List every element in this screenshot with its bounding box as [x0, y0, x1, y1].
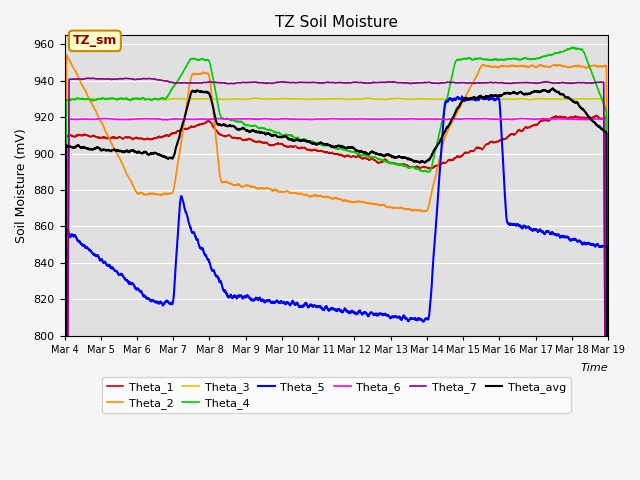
- Theta_2: [155, 192, 163, 197]
- Theta_7: [594, 79, 602, 85]
- Theta_6: [269, 116, 277, 122]
- Theta_avg: [123, 148, 131, 154]
- Theta_5: [123, 277, 131, 283]
- Text: Time: Time: [580, 363, 608, 372]
- Theta_7: [535, 80, 543, 86]
- Theta_2: [535, 62, 543, 68]
- Theta_6: [155, 116, 163, 122]
- Theta_avg: [594, 123, 602, 129]
- Theta_1: [123, 134, 131, 140]
- Theta_3: [123, 96, 131, 102]
- Theta_5: [269, 299, 276, 305]
- Line: Theta_6: Theta_6: [65, 118, 608, 480]
- Text: TZ_sm: TZ_sm: [73, 35, 117, 48]
- Theta_5: [535, 228, 543, 233]
- Theta_5: [292, 300, 300, 306]
- Line: Theta_1: Theta_1: [65, 116, 608, 480]
- Theta_6: [594, 116, 602, 122]
- Theta_6: [535, 116, 543, 122]
- Title: TZ Soil Moisture: TZ Soil Moisture: [275, 15, 398, 30]
- Theta_4: [594, 85, 602, 91]
- Theta_3: [594, 96, 602, 102]
- Theta_7: [85, 75, 93, 81]
- Theta_4: [535, 55, 543, 61]
- Theta_1: [292, 144, 300, 150]
- Theta_3: [292, 96, 300, 102]
- Theta_1: [269, 142, 276, 147]
- Line: Theta_2: Theta_2: [65, 55, 608, 480]
- Theta_4: [123, 96, 131, 101]
- Line: Theta_7: Theta_7: [65, 78, 608, 480]
- Theta_2: [63, 52, 70, 58]
- Theta_1: [535, 120, 543, 126]
- Theta_4: [155, 97, 163, 103]
- Theta_7: [123, 75, 131, 81]
- Theta_3: [364, 95, 372, 101]
- Theta_1: [594, 113, 602, 119]
- Theta_7: [293, 80, 301, 85]
- Y-axis label: Soil Moisture (mV): Soil Moisture (mV): [15, 128, 28, 243]
- Theta_1: [155, 134, 163, 140]
- Theta_2: [594, 64, 602, 70]
- Theta_5: [155, 300, 163, 306]
- Legend: Theta_1, Theta_2, Theta_3, Theta_4, Theta_5, Theta_6, Theta_7, Theta_avg: Theta_1, Theta_2, Theta_3, Theta_4, Thet…: [102, 377, 570, 413]
- Theta_4: [292, 135, 300, 141]
- Theta_7: [155, 77, 163, 83]
- Theta_5: [594, 241, 602, 247]
- Theta_2: [123, 171, 131, 177]
- Theta_3: [155, 96, 163, 102]
- Theta_3: [535, 96, 543, 102]
- Theta_avg: [155, 151, 163, 157]
- Theta_avg: [292, 137, 300, 143]
- Theta_6: [293, 116, 301, 122]
- Theta_7: [269, 80, 277, 86]
- Theta_3: [269, 96, 276, 102]
- Theta_4: [269, 128, 276, 134]
- Theta_5: [477, 93, 484, 98]
- Line: Theta_5: Theta_5: [65, 96, 608, 480]
- Theta_1: [593, 113, 600, 119]
- Line: Theta_avg: Theta_avg: [65, 88, 608, 480]
- Theta_2: [269, 188, 277, 193]
- Theta_avg: [549, 85, 557, 91]
- Theta_avg: [535, 89, 543, 95]
- Line: Theta_4: Theta_4: [65, 47, 608, 480]
- Theta_4: [569, 44, 577, 50]
- Theta_2: [293, 191, 301, 197]
- Theta_6: [100, 115, 108, 121]
- Theta_6: [123, 117, 131, 122]
- Line: Theta_3: Theta_3: [65, 98, 608, 480]
- Theta_avg: [269, 133, 276, 139]
